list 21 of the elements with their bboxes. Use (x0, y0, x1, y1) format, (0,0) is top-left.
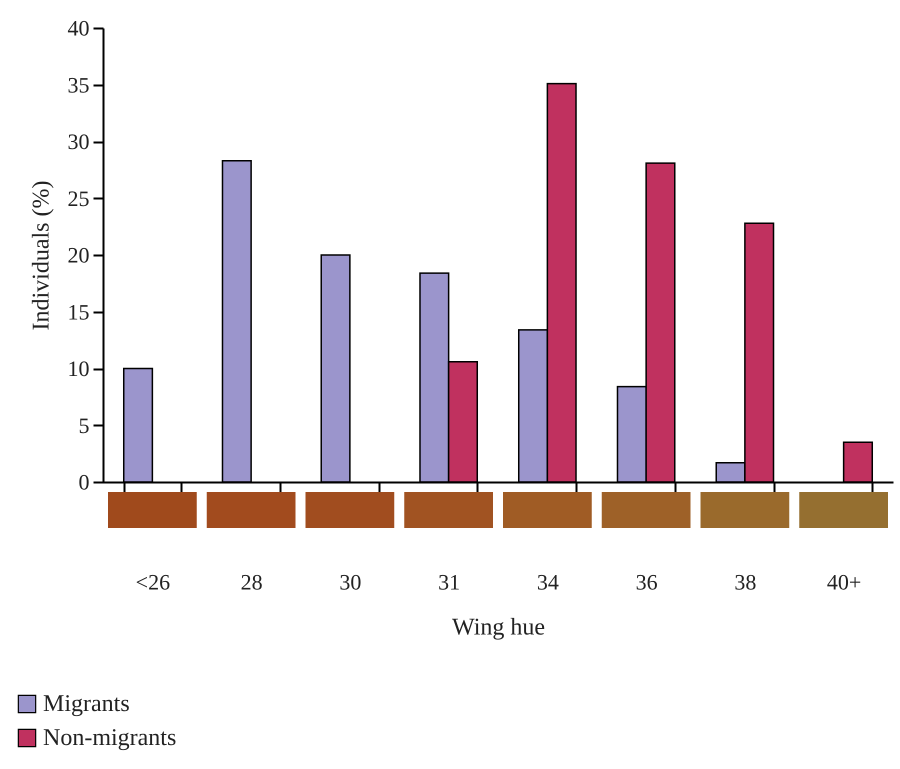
y-axis-title: Individuals (%) (28, 180, 54, 330)
y-tick-label: 5 (78, 412, 90, 438)
y-tick-label: 10 (68, 356, 90, 381)
legend-label: Non-migrants (43, 725, 176, 751)
y-tick-label: 15 (68, 299, 90, 324)
y-tick-label: 0 (78, 470, 90, 494)
x-tick-label: 38 (734, 570, 756, 594)
y-tick-label: 35 (68, 72, 90, 98)
y-tick-label: 20 (68, 242, 90, 268)
x-axis-title: Wing hue (452, 614, 546, 640)
y-tick-label: 25 (68, 186, 90, 211)
x-tick-label: 40+ (826, 570, 862, 594)
x-tick-label: 36 (636, 570, 658, 594)
x-tick-label: <26 (136, 570, 170, 594)
y-tick-label: 30 (68, 129, 90, 154)
x-tick-label: 28 (240, 570, 263, 594)
x-tick-label: 31 (438, 570, 460, 594)
x-tick-label: 34 (536, 570, 559, 594)
x-tick-label: 30 (339, 570, 362, 594)
legend-label: Migrants (43, 691, 130, 717)
y-tick-label: 40 (68, 16, 90, 40)
